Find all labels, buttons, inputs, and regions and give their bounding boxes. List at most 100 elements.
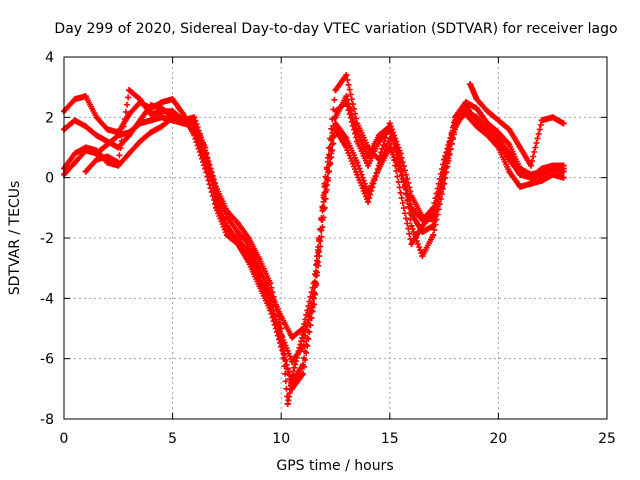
data-point: [169, 96, 176, 103]
data-point: [484, 108, 491, 115]
y-tick-label: -2: [40, 231, 54, 247]
data-point: [408, 222, 415, 229]
data-point: [278, 325, 285, 332]
data-point: [473, 123, 480, 130]
data-point: [495, 144, 502, 151]
data-point: [213, 183, 220, 190]
data-point: [560, 162, 567, 169]
data-point: [375, 162, 382, 169]
data-point: [549, 162, 556, 169]
data-point: [213, 198, 220, 205]
x-tick-label: 25: [598, 431, 616, 447]
data-point: [467, 81, 474, 88]
data-point: [538, 117, 545, 124]
data-point: [560, 120, 567, 127]
data-point: [430, 231, 437, 238]
data-point: [234, 235, 241, 241]
data-point: [354, 171, 361, 178]
data-point: [419, 213, 426, 220]
data-point: [137, 138, 144, 145]
data-point: [419, 222, 426, 229]
data-point: [115, 159, 122, 166]
data-point: [397, 159, 404, 166]
data-point: [137, 117, 144, 124]
data-point: [82, 93, 89, 100]
data-point: [71, 96, 78, 103]
data-point: [527, 162, 534, 169]
data-point: [158, 123, 165, 130]
data-point: [104, 126, 111, 133]
y-tick-label: -4: [40, 291, 54, 307]
data-point: [538, 165, 545, 172]
data-point: [169, 108, 176, 115]
data-point: [332, 114, 339, 121]
data-point: [147, 111, 154, 118]
data-point: [158, 108, 165, 115]
data-point: [408, 241, 415, 248]
data-point: [527, 174, 534, 181]
y-tick-label: 4: [45, 50, 54, 66]
data-point: [104, 153, 111, 160]
data-point: [506, 156, 513, 163]
data-point: [462, 102, 469, 109]
data-point: [93, 114, 100, 121]
data-point: [354, 159, 361, 166]
x-tick-label: 20: [489, 431, 507, 447]
data-point: [245, 253, 252, 260]
x-axis-label: GPS time / hours: [276, 458, 393, 474]
data-point: [126, 111, 133, 118]
data-point: [473, 105, 480, 112]
data-point: [495, 117, 502, 124]
data-point: [310, 295, 317, 302]
data-point: [245, 235, 252, 241]
data-point: [473, 96, 480, 103]
data-point: [284, 400, 291, 407]
data-point: [158, 114, 165, 121]
data-point: [289, 334, 296, 341]
series-track-6: [467, 81, 567, 169]
data-point: [223, 207, 230, 214]
data-point: [506, 168, 513, 175]
data-point: [343, 144, 350, 151]
data-point: [538, 177, 545, 184]
data-point: [517, 171, 524, 178]
x-tick-label: 0: [60, 431, 69, 447]
data-point: [71, 117, 78, 124]
data-point: [441, 180, 448, 187]
data-point: [527, 180, 534, 187]
data-point: [299, 331, 306, 338]
data-point: [126, 87, 133, 94]
data-point: [267, 280, 274, 287]
data-point: [291, 364, 298, 371]
y-axis-label: SDTVAR / TECUs: [7, 181, 23, 296]
data-point: [234, 219, 241, 226]
data-point: [169, 114, 176, 121]
data-point: [93, 156, 100, 163]
data-series: [61, 72, 567, 407]
data-point: [82, 144, 89, 151]
x-tick-label: 10: [272, 431, 290, 447]
data-point: [223, 228, 230, 235]
y-tick-label: -6: [40, 352, 54, 368]
data-point: [115, 129, 122, 136]
data-point: [93, 147, 100, 154]
x-tick-label: 5: [168, 431, 177, 447]
data-point: [386, 123, 393, 130]
chart-title: Day 299 of 2020, Sidereal Day-to-day VTE…: [54, 21, 617, 37]
data-point: [321, 204, 328, 211]
y-tick-label: -8: [40, 412, 54, 428]
data-point: [256, 277, 263, 284]
data-point: [202, 147, 209, 154]
data-point: [332, 126, 339, 133]
data-point: [82, 168, 89, 175]
data-point: [343, 72, 350, 79]
data-point: [256, 256, 263, 263]
data-point: [484, 120, 491, 127]
y-tick-label: 2: [45, 110, 54, 126]
data-point: [560, 174, 567, 181]
data-point: [365, 198, 372, 205]
data-point: [191, 114, 198, 121]
x-tick-label: 15: [381, 431, 399, 447]
data-point: [332, 87, 339, 94]
